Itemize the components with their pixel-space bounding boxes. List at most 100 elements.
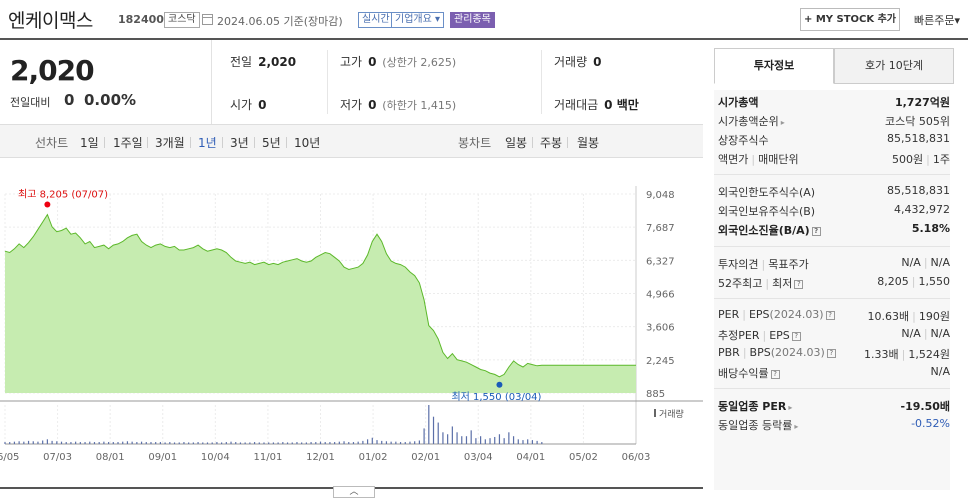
price-chart[interactable]: 9,048 7,687 6,327 4,966 3,606 2,245 885 최고 8,20…	[0, 158, 703, 500]
volume-bar	[475, 438, 477, 444]
x-tick-label: 06/03	[622, 452, 651, 463]
row-shares: 상장주식수 85,518,831	[718, 132, 950, 147]
volume-bar	[192, 442, 194, 444]
add-my-stock-button[interactable]: + MY STOCK 추가	[800, 8, 900, 31]
volume-bar	[484, 439, 486, 444]
volume-legend-mark	[654, 409, 656, 417]
volume-bar	[56, 441, 58, 444]
volume-bar	[291, 442, 293, 444]
volume-bar	[225, 442, 227, 444]
stat-prev-close: 전일 2,020	[230, 55, 297, 69]
volume-bar	[112, 442, 114, 444]
volume-bar	[239, 442, 242, 444]
volume-bar	[272, 442, 275, 444]
help-icon[interactable]: ?	[791, 332, 801, 341]
volume-bar	[494, 436, 496, 444]
volume-bar	[381, 440, 383, 444]
tab-weekly[interactable]: 주봉	[540, 136, 563, 150]
y-tick-label: 6,327	[646, 256, 675, 267]
volume-bar	[310, 442, 312, 444]
chart-collapse-button[interactable]: ︿	[333, 486, 375, 498]
x-tick-label: 11/01	[254, 452, 283, 463]
quick-order-button[interactable]: 빠른주문▾	[914, 12, 960, 28]
company-name: 엔케이맥스	[8, 10, 93, 32]
header-divider	[0, 38, 968, 40]
volume-bar	[75, 441, 77, 444]
caret-right-icon: ▸	[794, 422, 799, 431]
row-foreign-limit: 외국인한도주식수(A) 85,518,831	[718, 184, 950, 199]
tab-3m[interactable]: 3개월	[155, 136, 185, 150]
volume-bar	[173, 442, 176, 444]
change-value: 0	[64, 91, 75, 109]
tab-monthly[interactable]: 월봉	[577, 136, 600, 150]
volume-bar	[536, 440, 538, 444]
volume-bar	[268, 442, 270, 444]
low-marker	[496, 381, 503, 388]
tab-3y[interactable]: 3년	[230, 136, 249, 150]
price-chart-svg: 9,048 7,687 6,327 4,966 3,606 2,245 885 최고 8,20…	[0, 186, 703, 489]
help-icon[interactable]: ?	[811, 227, 821, 236]
managed-stock-badge: 관리종목	[450, 12, 495, 28]
caret-right-icon: ▸	[788, 403, 793, 412]
stat-volume: 거래량 0	[554, 55, 602, 69]
y-tick-label: 7,687	[646, 223, 675, 234]
tab-quote-10[interactable]: 호가 10단계	[834, 48, 954, 84]
volume-bar	[489, 438, 491, 444]
volume-bar	[65, 442, 67, 444]
realtime-button[interactable]: 실시간	[358, 12, 394, 28]
volume-bar	[371, 437, 373, 444]
tab-10y[interactable]: 10년	[294, 136, 321, 150]
help-icon[interactable]: ?	[825, 311, 835, 320]
volume-bar	[301, 442, 303, 444]
volume-bar	[230, 441, 232, 444]
volume-bar	[89, 441, 91, 444]
row-par-unit: 액면가 | 매매단위 500원 | 1주	[718, 153, 950, 166]
volume-bar	[324, 442, 326, 444]
volume-bar	[437, 422, 439, 444]
volume-bar	[338, 441, 340, 444]
volume-bar	[253, 442, 256, 444]
change-percent: 0.00%	[84, 91, 137, 109]
tab-1y[interactable]: 1년	[198, 136, 217, 150]
volume-bar	[258, 442, 260, 444]
tab-1d[interactable]: 1일	[80, 136, 99, 150]
help-icon[interactable]: ?	[826, 349, 836, 358]
row-industry-per[interactable]: 동일업종 PER ▸ -19.50배	[718, 400, 950, 413]
calendar-icon	[202, 14, 213, 25]
change-label: 전일대비	[10, 96, 51, 109]
tab-daily[interactable]: 일봉	[505, 136, 528, 150]
volume-bar	[418, 440, 420, 444]
tab-1w[interactable]: 1주일	[113, 136, 143, 150]
volume-bar	[117, 442, 119, 444]
volume-bar	[145, 442, 147, 444]
x-tick-label: 08/01	[96, 452, 125, 463]
volume-bar	[480, 436, 482, 444]
line-chart-label: 선차트	[35, 136, 69, 150]
volume-bar	[522, 440, 524, 444]
x-tick-label: 12/01	[306, 452, 335, 463]
help-icon[interactable]: ?	[770, 370, 780, 379]
row-industry-change[interactable]: 동일업종 등락률 ▸ -0.52%	[718, 417, 950, 432]
candle-chart-label: 봉차트	[458, 136, 492, 150]
price-line	[4, 213, 636, 378]
row-market-cap-rank[interactable]: 시가총액순위 ▸ 코스닥 505위	[718, 115, 950, 128]
tab-invest-info[interactable]: 투자정보	[714, 48, 834, 84]
volume-bar	[319, 441, 322, 444]
help-icon[interactable]: ?	[794, 280, 804, 289]
x-tick-label: 01/02	[359, 452, 388, 463]
volume-bar	[498, 434, 501, 444]
caret-right-icon: ▸	[780, 118, 785, 127]
y-tick-label: 4,966	[646, 290, 675, 301]
tab-5y[interactable]: 5년	[262, 136, 281, 150]
volume-bar	[286, 442, 289, 444]
company-overview-button[interactable]: 기업개요 ▾	[391, 12, 445, 28]
volume-bar	[155, 442, 157, 444]
volume-bar	[527, 439, 529, 444]
volume-bar	[376, 440, 378, 444]
volume-bar	[197, 442, 199, 444]
company-overview-label: 기업개요	[395, 14, 432, 25]
volume-bar	[51, 440, 53, 444]
volume-bar	[428, 405, 430, 444]
volume-bar	[60, 441, 63, 444]
stat-high: 고가 0 (상한가 2,625)	[340, 55, 457, 69]
